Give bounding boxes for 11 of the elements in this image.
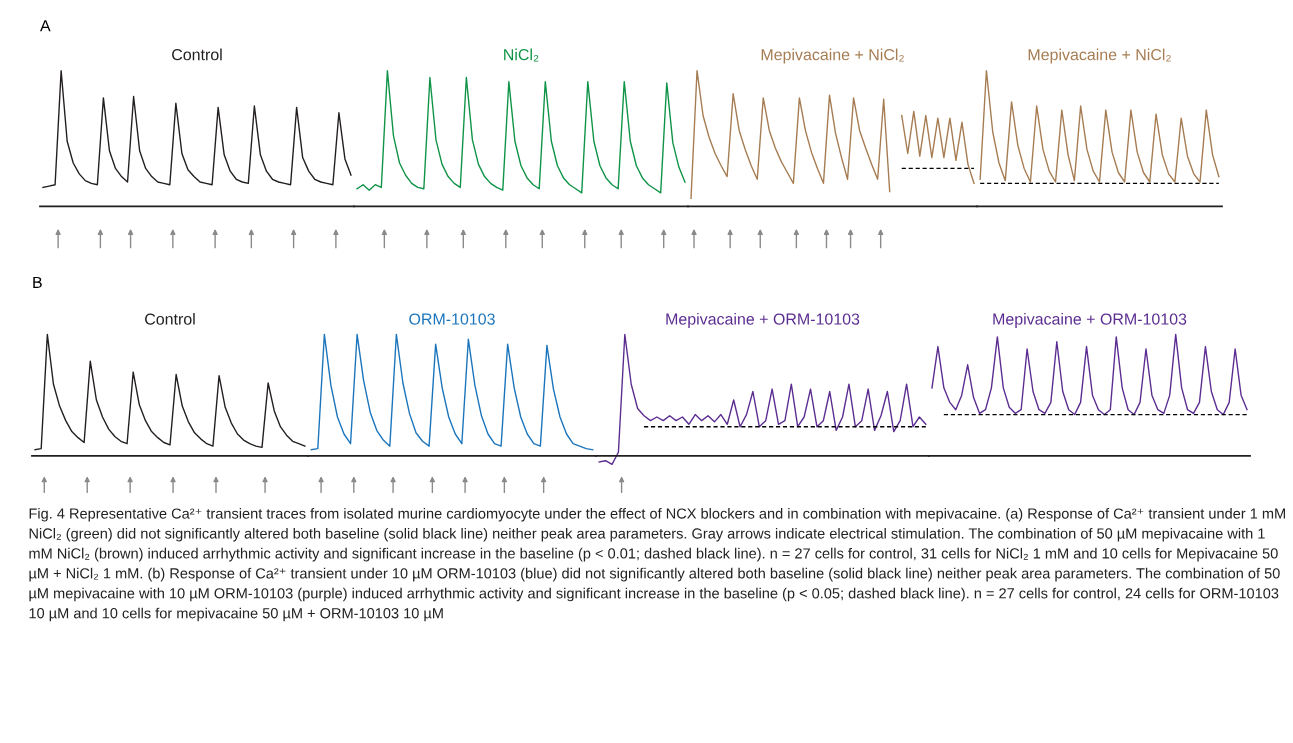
caption: Fig. 4 Representative Ca²⁺ transient traces from isolated murine cardiomyocyte under the effect of NCX blockers and in combination with mepivacaine. (a) Response of Ca²⁺ transient under 1 mM NiCl₂ (green) did not significantly altered both baseline (solid black line) neither peak area parameters. Gray arrows indicate electrical stimulation. The combination of 50 µM mepivacaine with 1 mM NiCl₂ (brown) induced arrhythmic activity and significant increase in the baseline (p < 0.01; dashed black line). n = 27 cells for control, 31 cells for NiCl₂ 1 mM and 10 cells for Mepivacaine 50 µM + NiCl₂ 1 mM. (b) Response of Ca²⁺ transient under 10 µM ORM-10103 (blue) did not significantly altered both baseline (solid black line) neither peak area parameters. The combination of 50 µM mepivacaine with 10 µM ORM-10103 (purple) induced arrhythmic activity and significant increase in the baseline (p < 0.05; dashed black line). n = 27 cells for control, 24 cells for ORM-10103 10 µM and 10 cells for mepivacaine 50 µM + ORM-10103 10 µM: [29, 508, 1285, 622]
text: Mepivacaine + NiCl₂: [1028, 48, 1171, 64]
series-label: ORM-10103: [409, 313, 495, 325]
text: Control: [145, 313, 195, 325]
series-label: NiCl₂: [504, 48, 539, 62]
text: Mepivacaine + ORM-10103: [666, 313, 860, 328]
text: B: [33, 276, 42, 288]
text: A: [40, 20, 51, 32]
text: Control: [172, 48, 222, 61]
series-label: Mepivacaine + ORM-10103: [993, 313, 1187, 328]
text: Mepivacaine + NiCl₂: [761, 48, 904, 64]
